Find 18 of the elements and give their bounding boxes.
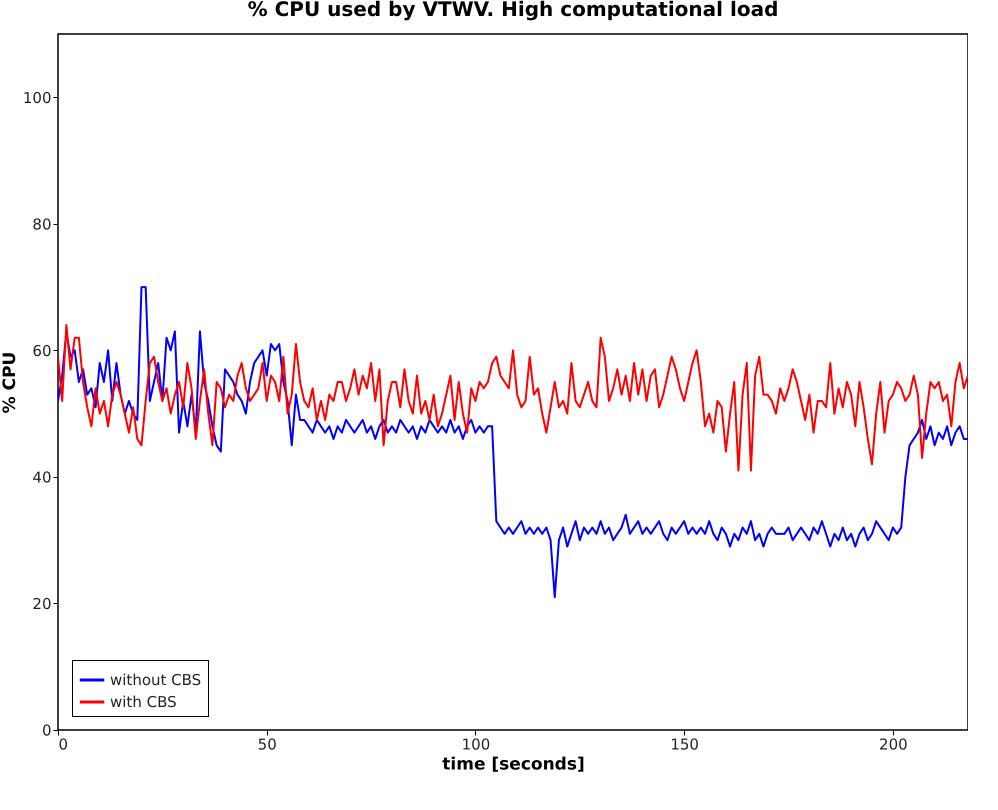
x-tick-label: 200 [879, 736, 908, 754]
y-tick-label: 100 [22, 88, 52, 107]
x-tick-label: 0 [58, 736, 68, 754]
line-series [58, 286, 968, 598]
x-axis-title: time [seconds] [442, 754, 585, 774]
y-tick-label: 20 [32, 594, 52, 613]
chart-title: % CPU used by VTWV. High computational load [248, 0, 778, 21]
y-tick-label: 40 [32, 468, 52, 486]
line-series [58, 324, 968, 472]
x-tick-label: 150 [670, 736, 699, 754]
x-tick-label: 100 [462, 736, 490, 754]
y-axis-title: % CPU [0, 352, 20, 414]
x-tick-label: 50 [258, 736, 277, 754]
y-tick-label: 80 [32, 215, 52, 234]
y-tick-label: 0 [42, 722, 52, 740]
legend-label: without CBS [110, 671, 202, 689]
legend-label: with CBS [110, 693, 177, 711]
y-tick-label: 60 [32, 342, 52, 360]
